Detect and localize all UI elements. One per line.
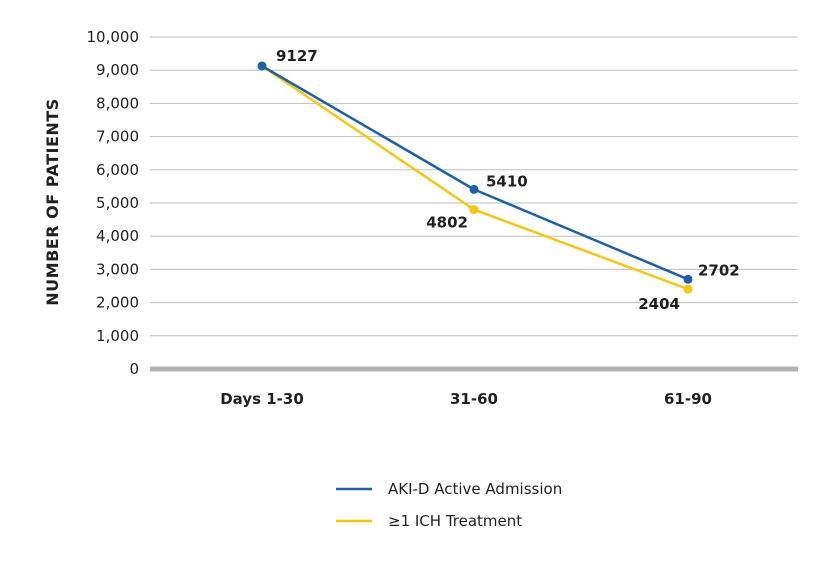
y-tick-label: 0: [129, 360, 139, 378]
legend: AKI-D Active Admission ≥1 ICH Treatment: [336, 480, 562, 530]
data-labels: 9127 5410 2702 4802 2404: [276, 47, 740, 313]
x-category-label: Days 1-30: [220, 390, 304, 408]
series-point-0: [683, 274, 693, 284]
x-axis-categories: Days 1-30 31-60 61-90: [220, 390, 712, 408]
data-label: 9127: [276, 47, 318, 65]
y-tick-label: 7,000: [96, 128, 139, 146]
series-point-0: [469, 184, 479, 194]
x-category-label: 31-60: [450, 390, 498, 408]
series-line-0: [261, 64, 689, 281]
data-label: 5410: [486, 172, 528, 190]
legend-label-ich: ≥1 ICH Treatment: [388, 512, 522, 530]
y-axis-ticks: 0 1,000 2,000 3,000 4,000 5,000 6,000 7,000 8,00…: [87, 28, 140, 378]
y-tick-label: 4,000: [96, 227, 139, 245]
data-label: 2702: [698, 261, 740, 279]
data-label: 4802: [426, 214, 468, 232]
x-category-label: 61-90: [664, 390, 712, 408]
series-point-1: [683, 284, 693, 294]
legend-label-aki-d: AKI-D Active Admission: [388, 480, 562, 498]
y-tick-label: 9,000: [96, 61, 139, 79]
series-point-1: [469, 205, 479, 215]
y-tick-label: 10,000: [87, 28, 140, 46]
y-tick-label: 1,000: [96, 327, 139, 345]
series-line-1: [261, 64, 689, 291]
y-tick-label: 6,000: [96, 161, 139, 179]
y-tick-label: 3,000: [96, 260, 139, 278]
gridlines: [150, 36, 798, 337]
y-tick-label: 8,000: [96, 94, 139, 112]
y-axis-label: NUMBER OF PATIENTS: [43, 98, 62, 305]
y-tick-label: 5,000: [96, 194, 139, 212]
data-label: 2404: [638, 295, 680, 313]
series-point-0: [257, 61, 267, 71]
series-group: [257, 61, 693, 294]
y-tick-label: 2,000: [96, 294, 139, 312]
